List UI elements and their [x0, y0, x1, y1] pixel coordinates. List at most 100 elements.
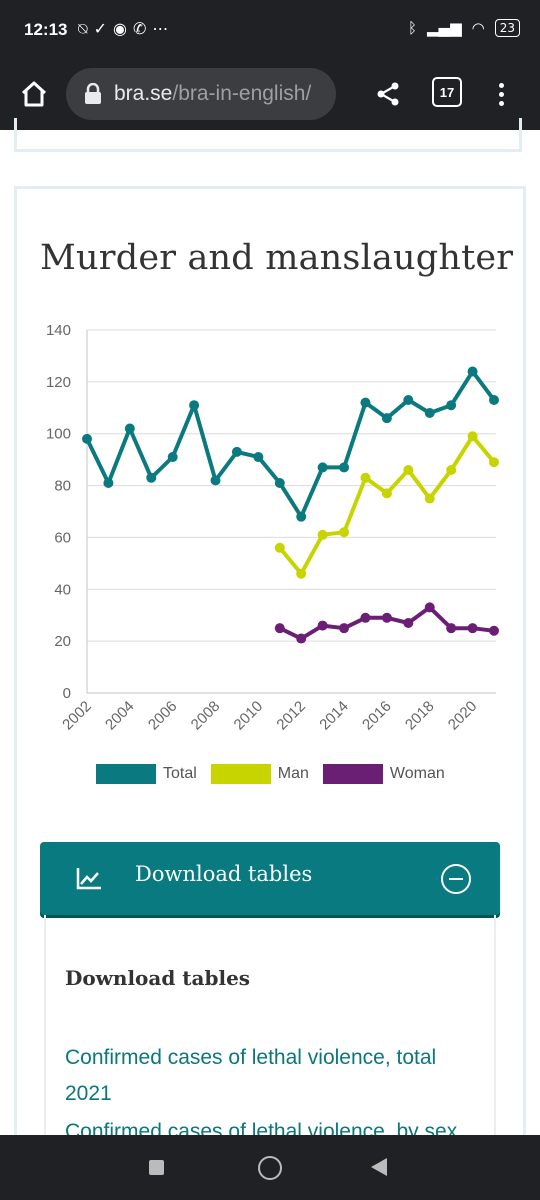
data-point [446, 400, 457, 411]
data-point [360, 612, 371, 623]
data-point [274, 623, 285, 634]
overflow-menu-button[interactable] [486, 74, 516, 114]
download-heading: Download tables [65, 966, 251, 990]
download-panel [44, 915, 496, 1145]
x-tick-label: 2002 [59, 698, 95, 734]
data-point [403, 395, 414, 406]
y-tick-label: 140 [46, 322, 71, 339]
data-point [124, 423, 135, 434]
system-nav-bar [0, 1135, 540, 1200]
x-tick-label: 2018 [402, 698, 438, 734]
data-point [317, 529, 328, 540]
chart-legend: Total Man Woman [96, 764, 459, 784]
tab-switcher-button[interactable]: 17 [432, 77, 462, 107]
data-point [146, 472, 157, 483]
legend-swatch [322, 764, 383, 784]
data-point [381, 413, 392, 424]
data-point [167, 452, 178, 463]
data-point [467, 623, 478, 634]
legend-total[interactable]: Total [96, 764, 197, 784]
data-point [317, 620, 328, 631]
data-point [82, 433, 92, 444]
legend-man[interactable]: Man [210, 764, 309, 784]
dot-icon [498, 100, 504, 106]
app-icon: ◉ [113, 19, 133, 38]
legend-swatch [210, 764, 271, 784]
data-point [339, 462, 350, 473]
data-point [467, 366, 478, 377]
back-icon[interactable] [371, 1158, 387, 1176]
home-nav-icon[interactable] [258, 1156, 282, 1180]
data-point [381, 488, 392, 499]
url-domain: bra.se [114, 82, 173, 105]
y-tick-label: 80 [54, 478, 71, 495]
dot-icon [498, 91, 504, 97]
data-point [489, 395, 499, 406]
download-tables-label: Download tables [135, 862, 313, 886]
legend-label: Woman [389, 765, 445, 782]
notification-icons: ⍉✓◉✆⋯ [78, 19, 174, 39]
data-point [274, 542, 285, 553]
x-tick-label: 2012 [273, 698, 309, 734]
data-point [446, 623, 457, 634]
x-tick-label: 2006 [145, 698, 181, 734]
data-point [231, 446, 242, 457]
x-tick-label: 2008 [188, 698, 224, 734]
clock: 12:13 [24, 20, 68, 39]
silent-icon: ⍉ [78, 19, 94, 38]
signal-icon: ▂▄▆ [427, 19, 462, 37]
data-point [253, 452, 264, 463]
status-bar: 12:13 ⍉✓◉✆⋯ ᛒ ▂▄▆ ◠ 23 [0, 0, 540, 62]
check-icon: ✓ [93, 19, 114, 38]
x-tick-label: 2016 [359, 698, 395, 734]
y-tick-label: 60 [54, 529, 71, 546]
data-point [189, 400, 200, 411]
share-icon [377, 82, 399, 106]
data-point [339, 623, 350, 634]
series-line [278, 605, 495, 641]
data-point [317, 462, 328, 473]
chart-trend-icon [76, 868, 101, 890]
home-button[interactable] [14, 74, 54, 114]
data-point [296, 511, 307, 522]
data-point [339, 527, 350, 538]
legend-woman[interactable]: Woman [322, 764, 445, 784]
data-point [381, 612, 392, 623]
y-tick-label: 120 [46, 374, 71, 391]
data-point [296, 568, 307, 579]
line-chart: 0 20 40 60 80 100 120 140 2002 2004 2006 2008 2010 20… [30, 316, 510, 756]
card-title: Murder and manslaughter [40, 238, 514, 278]
bluetooth-icon: ᛒ [408, 19, 418, 37]
y-tick-label: 0 [63, 685, 71, 702]
legend-swatch [96, 764, 156, 784]
home-icon [21, 81, 47, 107]
browser-toolbar: bra.se/bra-in-english/ 17 [0, 62, 540, 130]
data-point [360, 472, 371, 483]
more-icon: ⋯ [152, 19, 175, 38]
x-tick-label: 2004 [102, 698, 138, 734]
data-point [467, 431, 478, 442]
wifi-icon: ◠ [471, 19, 485, 37]
address-bar[interactable]: bra.se/bra-in-english/ [66, 68, 336, 120]
x-tick-label: 2020 [445, 698, 481, 734]
data-point [274, 477, 285, 488]
url-text: bra.se/bra-in-english/ [114, 82, 311, 106]
legend-label: Total [163, 765, 197, 782]
dot-icon [498, 82, 504, 88]
data-point [489, 625, 499, 636]
data-point [446, 465, 457, 476]
share-button[interactable] [368, 74, 408, 114]
y-tick-label: 20 [54, 633, 71, 650]
lock-icon [85, 83, 101, 104]
data-point [103, 477, 114, 488]
download-tables-toggle[interactable]: Download tables [40, 842, 500, 915]
data-point [424, 407, 435, 418]
recents-icon[interactable] [149, 1160, 164, 1175]
data-point [403, 617, 414, 628]
legend-label: Man [277, 765, 309, 782]
x-tick-label: 2014 [316, 698, 352, 734]
data-point [424, 602, 435, 613]
download-link-total[interactable]: Confirmed cases of lethal violence, tota… [65, 1046, 437, 1105]
x-tick-label: 2010 [231, 698, 267, 734]
